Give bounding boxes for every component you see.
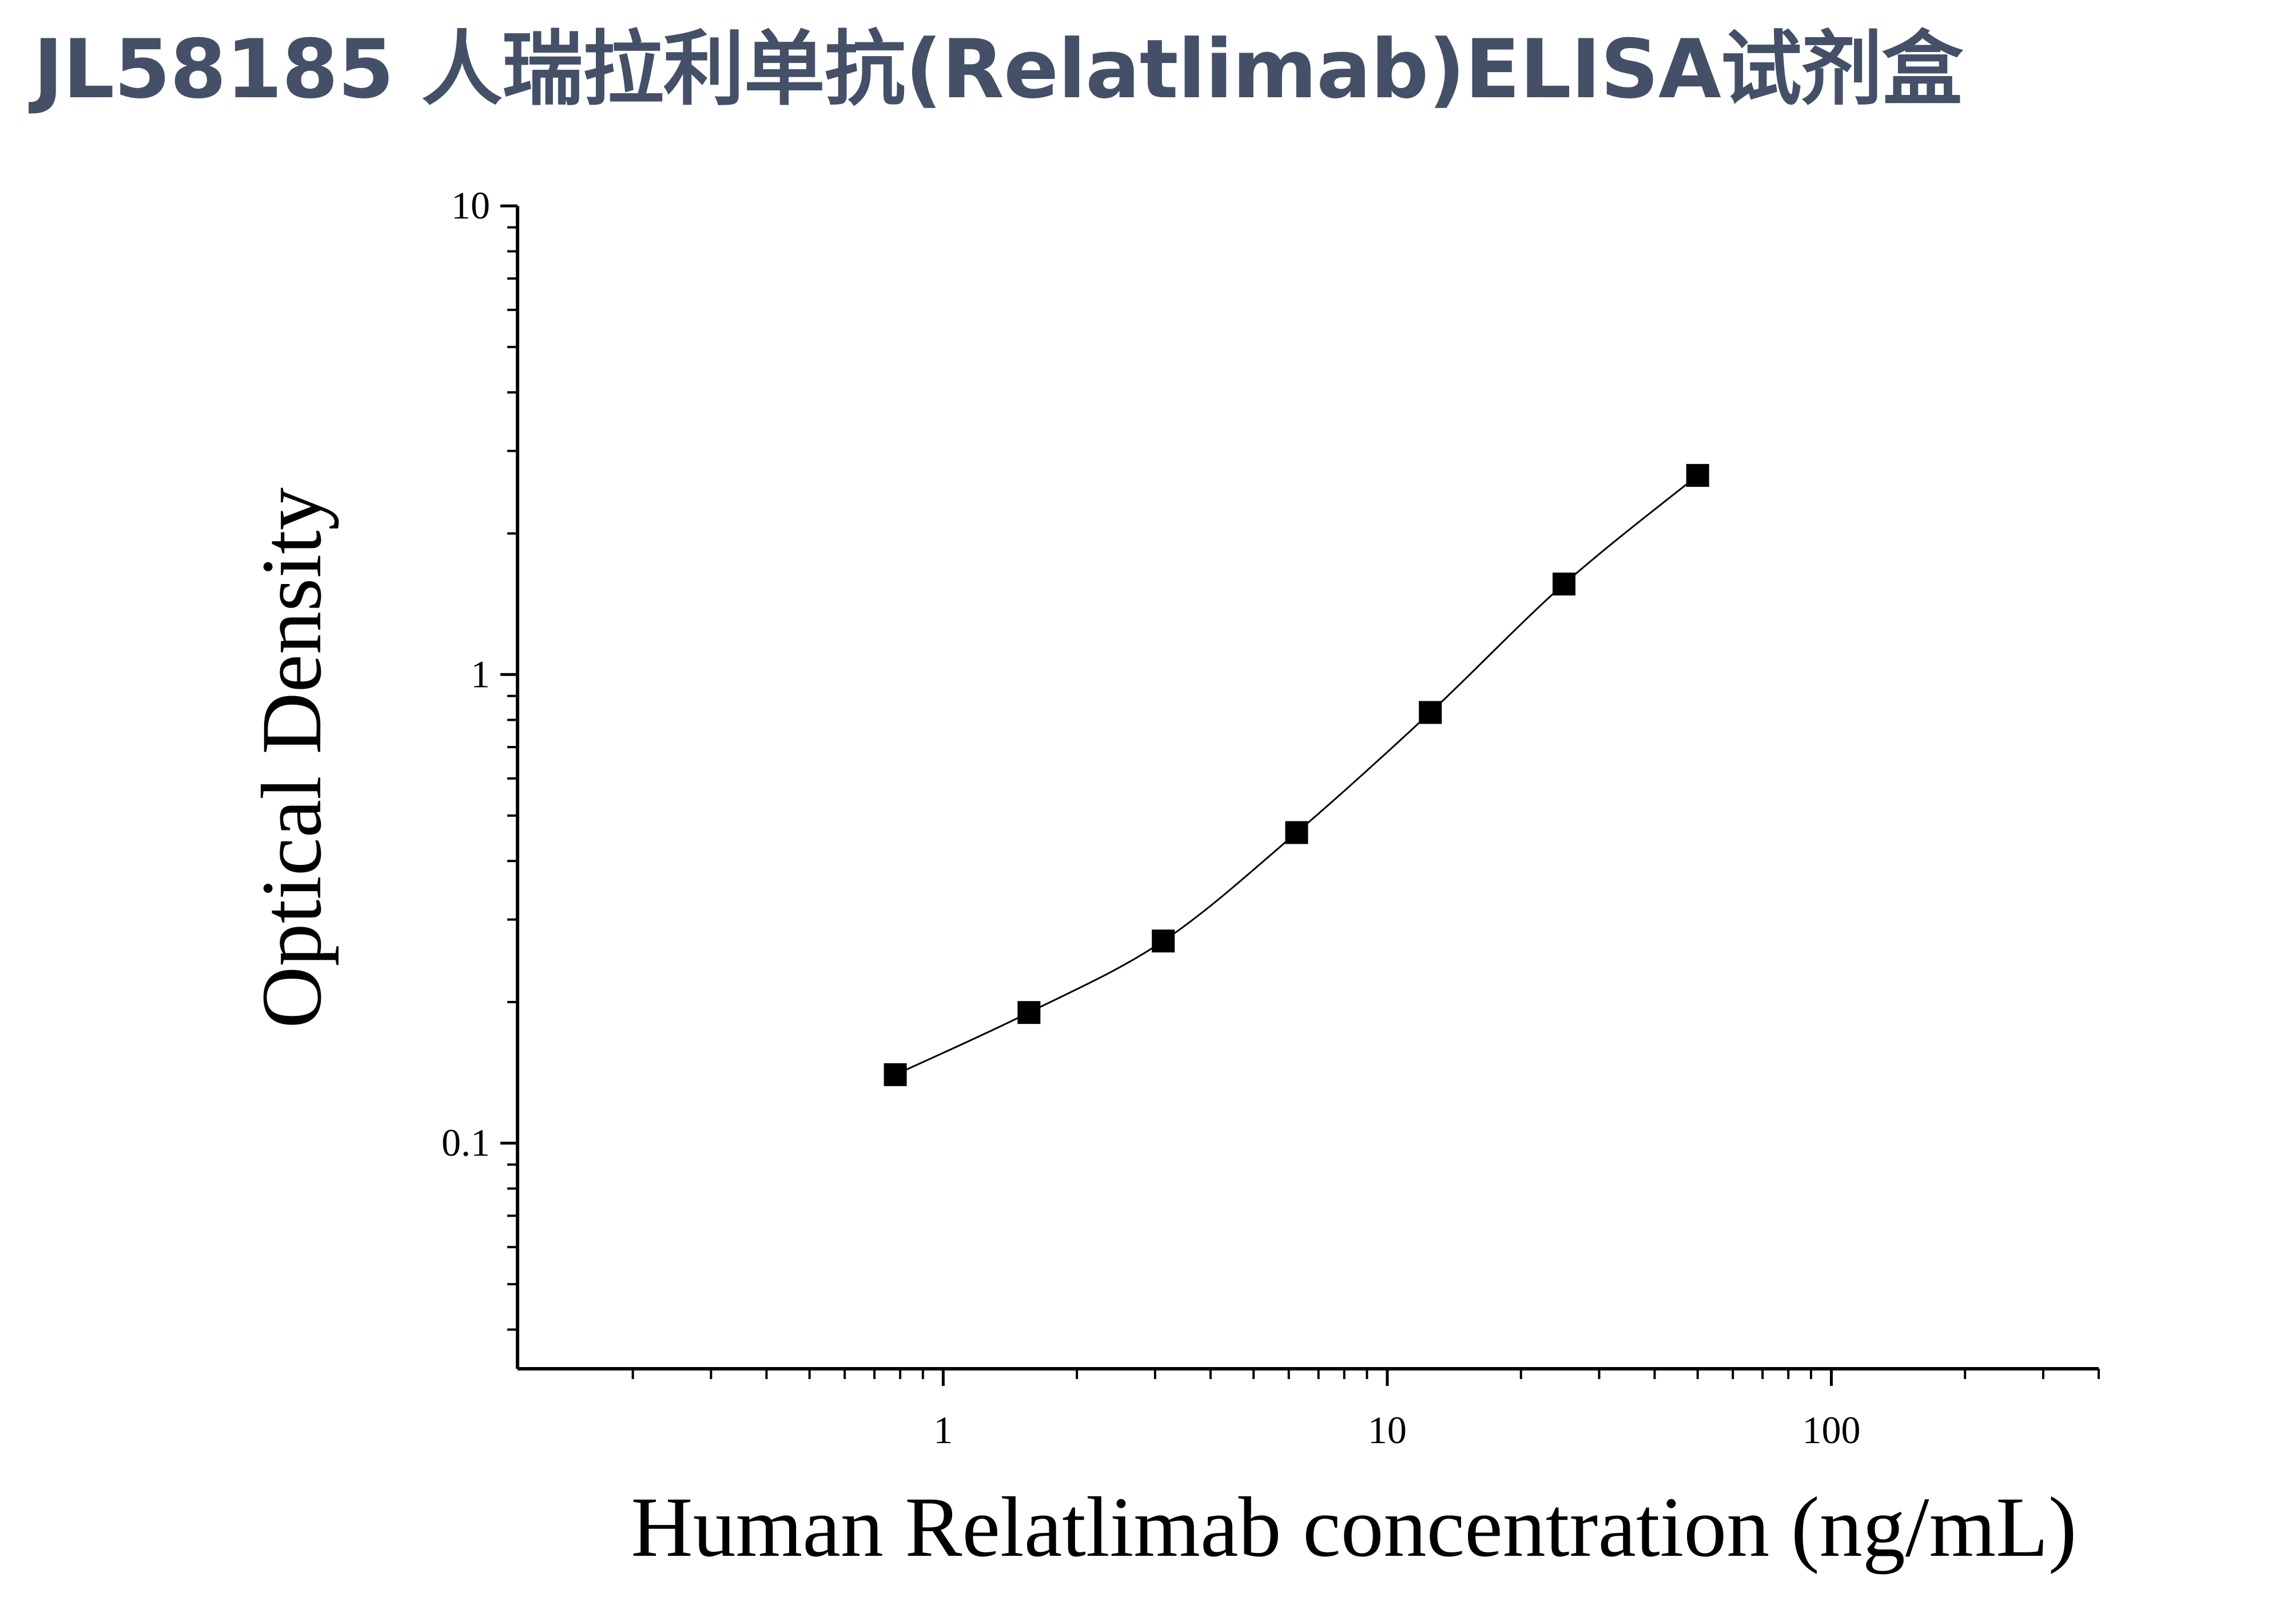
data-point xyxy=(1017,1001,1041,1024)
x-tick-label: 1 xyxy=(933,1408,953,1452)
y-axis-label: Optical Density xyxy=(244,487,339,1028)
y-tick-label: 0.1 xyxy=(441,1121,490,1165)
data-point xyxy=(1552,573,1575,596)
data-point xyxy=(884,1063,907,1086)
data-point xyxy=(1285,821,1308,844)
chart-title: JL58185 人瑞拉利单抗(Relatlimab)ELISA试剂盒 xyxy=(33,22,1963,117)
data-point xyxy=(1152,929,1175,953)
y-tick-label: 1 xyxy=(471,652,490,696)
x-tick-label: 100 xyxy=(1802,1408,1860,1452)
x-axis-ticks: 1 10 100 xyxy=(631,1369,2100,1452)
data-point xyxy=(1686,464,1709,487)
x-axis-label: Human Relatlimab concentration (ng/mL) xyxy=(631,1480,2076,1575)
data-point xyxy=(1419,701,1442,724)
data-points xyxy=(884,464,1709,1086)
y-axis-ticks: 0.1 1 10 xyxy=(441,184,518,1331)
fit-curve xyxy=(894,475,1698,1076)
axes xyxy=(516,206,2099,1370)
x-tick-label: 10 xyxy=(1368,1408,1407,1452)
y-tick-label: 10 xyxy=(451,184,490,227)
fit-curve-group xyxy=(894,475,1698,1076)
